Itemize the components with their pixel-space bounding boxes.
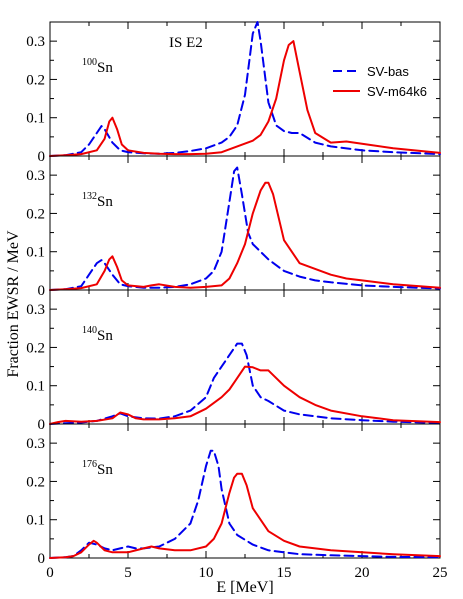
y-tick-label: 0.1: [26, 513, 45, 529]
y-axis-label: Fraction EWSR / MeV: [5, 230, 22, 378]
x-axis-label: E [MeV]: [216, 579, 273, 596]
x-tick-label: 15: [277, 565, 292, 581]
panel-140sn: 0 0.1 0.2 0.3 140Sn: [26, 289, 441, 433]
series-line-sv-bas: [49, 21, 441, 157]
x-tick-label: 20: [355, 565, 370, 581]
y-tick-label: 0.2: [26, 206, 45, 222]
nucleus-mass: 132: [82, 191, 97, 202]
y-tick-label: 0.3: [26, 168, 45, 184]
nucleus-symbol: Sn: [97, 462, 113, 478]
series-line-sv-m64k6: [49, 472, 441, 559]
y-tick-label: 0.2: [26, 72, 45, 88]
y-tick-label: 0.3: [26, 436, 45, 452]
x-tick-label: 25: [433, 565, 448, 581]
y-tick-label: 0.3: [26, 302, 45, 318]
y-tick-label: 0.1: [26, 111, 45, 127]
nucleus-symbol: Sn: [97, 328, 113, 344]
nucleus-label: 132Sn: [82, 191, 113, 210]
annotation-is-e2: IS E2: [169, 35, 203, 51]
nucleus-symbol: Sn: [97, 60, 113, 76]
series-line-sv-m64k6: [49, 365, 441, 425]
y-tick-label: 0.3: [26, 34, 45, 50]
legend-label-sv-m64k6: SV-m64k6: [367, 84, 427, 99]
y-tick-label: 0.1: [26, 245, 45, 261]
series-line-sv-bas: [49, 342, 441, 425]
x-tick-label: 5: [124, 565, 132, 581]
x-tick-label: 0: [46, 565, 54, 581]
legend-label-sv-bas: SV-bas: [367, 64, 409, 79]
y-tick-label: 0: [38, 149, 46, 165]
y-tick-label: 0.2: [26, 474, 45, 490]
nucleus-label: 100Sn: [82, 57, 113, 76]
nucleus-label: 140Sn: [82, 325, 113, 344]
series-line-sv-bas: [49, 166, 441, 291]
panel-frame: [49, 423, 441, 559]
series-line-sv-m64k6: [49, 181, 441, 291]
nucleus-mass: 176: [82, 459, 97, 470]
y-tick-label: 0: [38, 551, 46, 567]
series-line-sv-m64k6: [49, 40, 441, 157]
nucleus-label: 176Sn: [82, 459, 113, 478]
panel-176sn: 0 0.1 0.2 0.3 176Sn: [26, 423, 441, 567]
y-tick-label: 0: [38, 283, 46, 299]
panel-100sn: 0 0.1 0.2 0.3 100Sn IS E2 SV-bas SV-m64k6: [26, 21, 441, 165]
y-tick-label: 0.1: [26, 379, 45, 395]
nucleus-mass: 100: [82, 57, 97, 68]
panel-132sn: 0 0.1 0.2 0.3 132Sn: [26, 155, 441, 299]
series-line-sv-bas: [49, 449, 441, 559]
nucleus-symbol: Sn: [97, 194, 113, 210]
y-tick-label: 0: [38, 417, 46, 433]
nucleus-mass: 140: [82, 325, 97, 336]
panel-frame: [49, 289, 441, 425]
y-tick-label: 0.2: [26, 340, 45, 356]
x-tick-label: 10: [199, 565, 214, 581]
